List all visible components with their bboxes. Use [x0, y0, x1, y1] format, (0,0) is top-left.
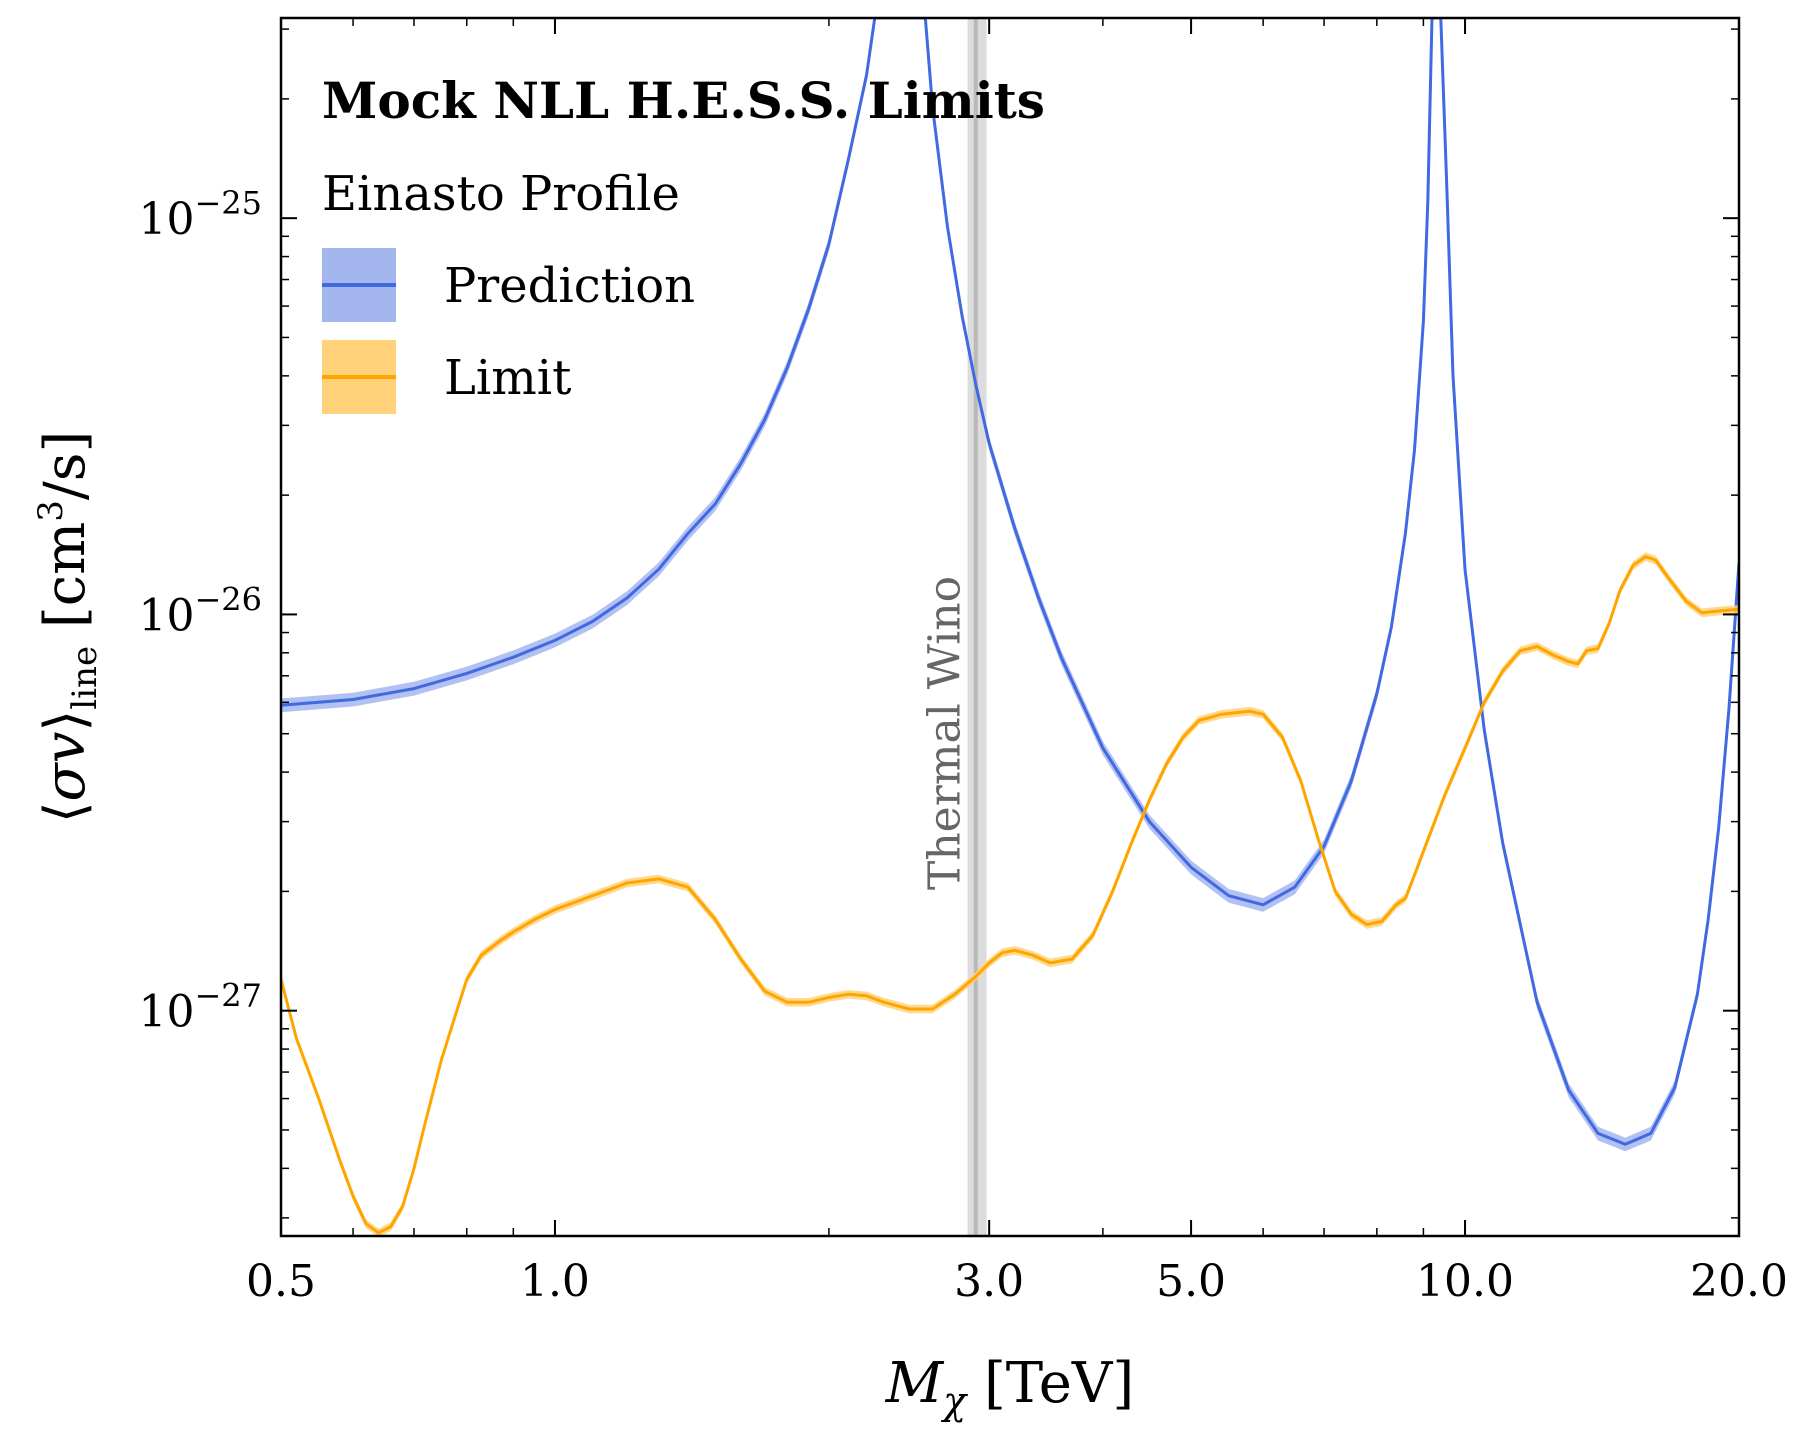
thermal-wino-label: Thermal Wino [920, 576, 971, 890]
series-layer [281, 18, 1739, 1236]
y-tick-label: 10−27 [138, 977, 262, 1038]
chart-title: Mock NLL H.E.S.S. Limits [322, 71, 1045, 130]
legend: Mock NLL H.E.S.S. Limits Einasto Profile… [322, 71, 1045, 414]
x-axis-title: Mχ [TeV] [885, 1351, 1134, 1423]
thermal-wino-band [967, 18, 987, 1236]
x-tick-label: 0.5 [246, 1256, 316, 1307]
x-tick-label: 3.0 [954, 1256, 1024, 1307]
chart-subtitle: Einasto Profile [322, 166, 680, 222]
x-tick-label: 5.0 [1156, 1256, 1226, 1307]
y-tick-label: 10−25 [138, 184, 262, 245]
y-axis-title: ⟨σv⟩line [cm3/s] [31, 431, 105, 824]
y-tick-label: 10−26 [138, 580, 262, 641]
series-line-limit [281, 555, 1739, 1235]
x-tick-label: 10.0 [1416, 1256, 1514, 1307]
x-tick-label: 1.0 [520, 1256, 590, 1307]
plot-frame [279, 16, 1741, 1238]
axis-ticks: 0.5 1.0 3.0 5.0 10.0 20.0 10−27 10−26 10−25 [138, 18, 1788, 1307]
x-tick-label: 20.0 [1690, 1256, 1788, 1307]
legend-label-limit: Limit [444, 350, 571, 406]
series-line-prediction [281, 18, 1739, 1146]
legend-label-prediction: Prediction [444, 258, 695, 314]
plot-background [281, 18, 1739, 1236]
